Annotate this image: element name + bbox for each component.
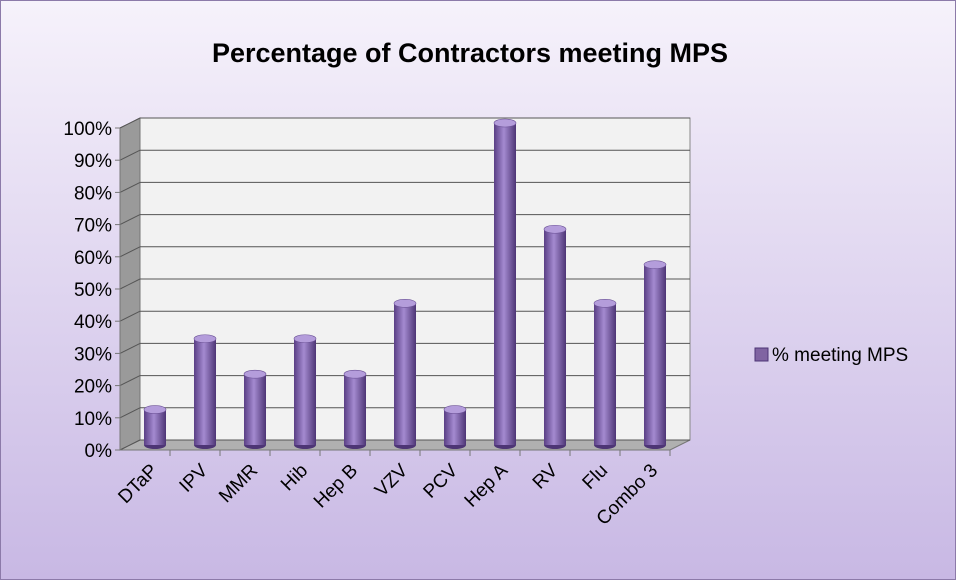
bar <box>644 264 666 445</box>
y-tick-label: 0% <box>85 441 113 462</box>
bar-top <box>443 405 467 414</box>
grid-line-side <box>119 439 141 451</box>
grid-line-side <box>119 407 141 419</box>
legend-label: % meeting MPS <box>772 345 908 366</box>
bar-top <box>343 369 367 379</box>
bar <box>144 409 166 445</box>
y-tick-label: 50% <box>74 280 112 301</box>
bar <box>594 303 616 445</box>
y-tick-label: 80% <box>74 183 112 204</box>
y-tick-label: 20% <box>74 377 112 398</box>
bar-top <box>293 334 317 344</box>
y-tick-label: 40% <box>74 312 112 333</box>
grid-line-side <box>119 181 141 193</box>
grid-line-side <box>119 375 141 387</box>
legend-swatch <box>754 347 769 362</box>
bar-top <box>193 334 217 344</box>
bar <box>244 374 266 445</box>
y-tick-label: 60% <box>74 248 112 269</box>
bar <box>494 123 516 445</box>
bar-top <box>593 299 617 308</box>
y-tick-label: 100% <box>63 119 112 140</box>
bar <box>344 374 366 445</box>
bar <box>394 303 416 445</box>
bar-top <box>643 260 667 269</box>
y-tick-label: 30% <box>74 344 112 365</box>
grid-line-side <box>119 214 141 226</box>
grid-line-side <box>119 149 141 161</box>
bar <box>444 409 466 445</box>
y-tick-label: 10% <box>74 409 112 430</box>
chart-title: Percentage of Contractors meeting MPS <box>212 38 728 68</box>
y-tick-label: 90% <box>74 151 112 172</box>
grid-line-side <box>119 310 141 322</box>
bar-top <box>243 369 267 379</box>
bar <box>294 338 316 445</box>
bar-top <box>493 118 517 128</box>
bar-top <box>143 405 167 414</box>
grid-line-side <box>119 342 141 354</box>
bar <box>194 338 216 445</box>
bar-top <box>393 299 417 308</box>
y-tick-label: 70% <box>74 216 112 237</box>
bar <box>544 229 566 445</box>
grid-line-side <box>119 117 141 129</box>
grid-line-side <box>119 246 141 258</box>
grid-line-side <box>119 278 141 290</box>
bar-top <box>543 224 567 234</box>
